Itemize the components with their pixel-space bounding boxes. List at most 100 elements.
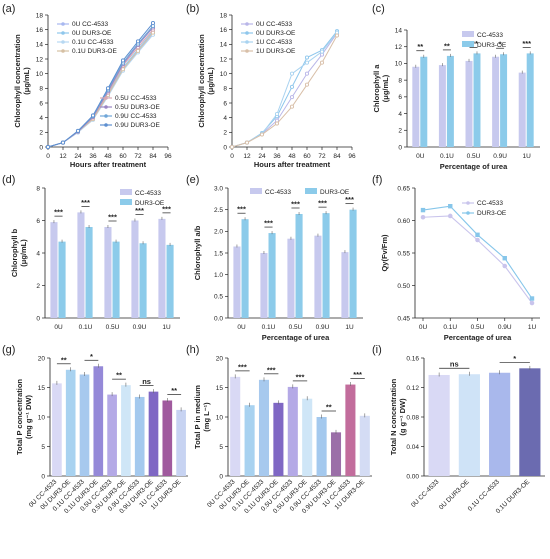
bar	[345, 384, 356, 476]
data-point	[502, 263, 508, 269]
significance-label: ***	[238, 362, 247, 371]
bar	[58, 241, 66, 318]
bar	[349, 209, 357, 318]
series-line	[47, 22, 154, 148]
bar	[139, 243, 147, 318]
y-tick-label: 2	[39, 130, 43, 137]
bar	[85, 227, 93, 318]
x-tick-label: 1U	[523, 153, 532, 160]
x-tick-label: 0U	[54, 324, 63, 331]
x-tick-label: 0	[230, 153, 234, 160]
legend-label: 0.9U DUR3-OE	[115, 122, 160, 129]
bar	[420, 56, 428, 147]
y-tick-label: 12	[220, 56, 228, 63]
legend-swatch	[120, 189, 132, 195]
y-tick-label: 5	[41, 444, 45, 451]
y-tick-label: 10	[216, 414, 224, 421]
x-tick-label: 0.9U	[133, 324, 147, 331]
y-tick-label: 0	[219, 473, 223, 480]
panel-label-e: (e)	[186, 174, 199, 186]
y-tick-label: 8	[398, 77, 402, 84]
y-tick-label: 6	[39, 100, 43, 107]
y-axis-unit: (μg/mL)	[381, 74, 390, 102]
y-tick-label: 4	[223, 115, 227, 122]
y-tick-label: 0.50	[397, 283, 410, 290]
y-tick-label: 15	[38, 385, 46, 392]
significance-label: ns	[450, 360, 459, 369]
y-tick-label: 0	[223, 144, 227, 151]
y-tick-label: 8	[39, 86, 43, 93]
legend-label: 0.1U CC-4533	[72, 39, 114, 46]
bar	[162, 400, 173, 476]
y-tick-label: 8	[36, 185, 40, 192]
bar	[65, 369, 76, 476]
data-point	[334, 33, 340, 38]
x-tick-label: 48	[288, 153, 296, 160]
significance-label: ***	[291, 200, 300, 209]
bar	[412, 66, 420, 147]
y-tick-label: 0.00	[406, 473, 419, 480]
significance-label: *	[90, 352, 93, 361]
y-tick-label: 6	[398, 94, 402, 101]
bar	[273, 402, 284, 476]
x-axis-label: Percentage of urea	[440, 162, 508, 171]
bar	[52, 383, 62, 476]
series-f-0	[420, 213, 535, 306]
legend-marker	[245, 31, 249, 35]
significance-label: ***	[237, 205, 246, 214]
x-tick-label: 96	[348, 153, 356, 160]
data-point	[289, 95, 295, 100]
y-tick-label: 0.08	[406, 414, 419, 421]
legend-label: DUR3-OE	[477, 42, 507, 49]
significance-label: *	[513, 354, 516, 363]
significance-label: ***	[162, 204, 171, 213]
bar	[465, 60, 473, 147]
bar	[518, 72, 526, 147]
panel-c-axes: 0 2 4 6 8 10 12 14	[395, 27, 540, 151]
legend-marker	[61, 49, 65, 53]
x-tick-label: 12	[59, 153, 67, 160]
significance-label: ***	[108, 213, 117, 222]
legend-marker	[245, 40, 249, 44]
x-tick-label: 72	[318, 153, 326, 160]
bar	[287, 386, 298, 476]
data-point	[274, 111, 280, 117]
bar	[93, 366, 104, 476]
significance-label: **	[116, 371, 122, 380]
y-tick-label: 2.0	[214, 229, 223, 236]
data-point	[75, 128, 81, 133]
bar	[359, 415, 370, 476]
significance-label: ns	[142, 377, 151, 386]
y-tick-label: 6	[223, 100, 227, 107]
y-tick-label: 10	[36, 71, 44, 78]
legend-marker	[466, 201, 470, 205]
bar	[77, 212, 85, 318]
panel-label-d: (d)	[2, 174, 15, 186]
legend-label: CC-4533	[265, 189, 291, 196]
x-tick-label: 0.1U	[440, 153, 454, 160]
x-tick-label: 0U	[419, 324, 428, 331]
data-point	[135, 39, 141, 44]
y-tick-label: 4	[36, 250, 40, 257]
bar	[473, 53, 481, 147]
x-tick-label: 0.5U	[467, 153, 481, 160]
data-point	[420, 214, 426, 220]
bar	[330, 432, 342, 476]
y-tick-label: 0.04	[406, 444, 419, 451]
panel-label-h: (h)	[186, 344, 199, 356]
legend-a: 0U CC-4533 0U DUR3-OE 0.1U CC-4533 0.1U DUR…	[57, 21, 160, 129]
significance-label: ***	[54, 208, 63, 217]
legend-marker	[104, 105, 108, 109]
x-tick-label: 84	[333, 153, 341, 160]
legend-label: CC-4533	[477, 200, 503, 207]
y-tick-label: 2	[36, 283, 40, 290]
x-tick-label: 0.5U	[471, 324, 485, 331]
bar	[244, 405, 255, 476]
bar	[112, 241, 120, 318]
significance-label: **	[444, 41, 450, 50]
bar	[526, 53, 534, 147]
x-tick-label: 72	[134, 153, 142, 160]
x-tick-label: 0U	[416, 153, 425, 160]
y-axis-label: Chlorophyll b	[10, 228, 19, 277]
